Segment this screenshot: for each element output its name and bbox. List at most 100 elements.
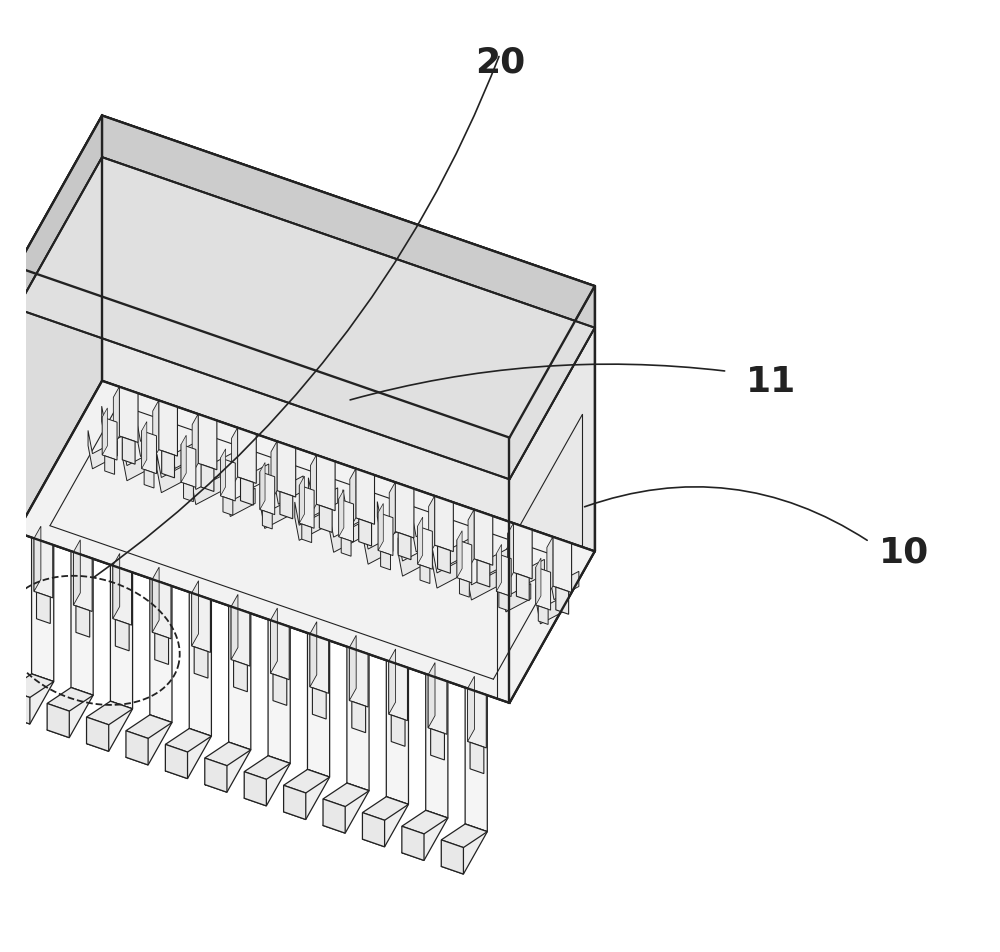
- Polygon shape: [244, 756, 290, 780]
- Polygon shape: [428, 663, 435, 728]
- Polygon shape: [284, 769, 330, 820]
- Polygon shape: [316, 455, 335, 511]
- Polygon shape: [284, 785, 306, 820]
- Polygon shape: [538, 606, 548, 625]
- Polygon shape: [87, 702, 133, 751]
- Polygon shape: [556, 587, 569, 615]
- Polygon shape: [398, 538, 427, 577]
- Polygon shape: [192, 581, 199, 646]
- Polygon shape: [273, 674, 287, 705]
- Polygon shape: [260, 490, 290, 529]
- Polygon shape: [198, 414, 217, 470]
- Polygon shape: [402, 810, 448, 834]
- Polygon shape: [192, 414, 198, 474]
- Polygon shape: [359, 520, 372, 546]
- Polygon shape: [507, 524, 513, 584]
- Polygon shape: [341, 538, 351, 557]
- Polygon shape: [312, 688, 326, 720]
- Polygon shape: [474, 510, 493, 565]
- Polygon shape: [157, 455, 186, 493]
- Polygon shape: [136, 419, 165, 457]
- Polygon shape: [420, 565, 430, 584]
- Polygon shape: [364, 526, 393, 565]
- Polygon shape: [459, 579, 469, 598]
- Polygon shape: [310, 622, 317, 687]
- Polygon shape: [126, 715, 172, 765]
- Polygon shape: [165, 728, 211, 779]
- Polygon shape: [126, 715, 172, 739]
- Polygon shape: [329, 514, 359, 553]
- Polygon shape: [496, 554, 511, 597]
- Polygon shape: [171, 430, 200, 469]
- Polygon shape: [509, 287, 595, 480]
- Polygon shape: [515, 549, 544, 588]
- Polygon shape: [126, 731, 148, 765]
- Polygon shape: [76, 606, 90, 638]
- Polygon shape: [221, 449, 226, 496]
- Polygon shape: [34, 526, 41, 592]
- Polygon shape: [17, 158, 595, 480]
- Polygon shape: [277, 442, 296, 498]
- Polygon shape: [47, 704, 69, 738]
- Polygon shape: [446, 526, 476, 565]
- Polygon shape: [536, 559, 541, 605]
- Polygon shape: [441, 824, 487, 874]
- Polygon shape: [241, 479, 253, 506]
- Polygon shape: [347, 647, 369, 791]
- Polygon shape: [352, 702, 366, 733]
- Polygon shape: [310, 455, 316, 515]
- Polygon shape: [378, 513, 393, 556]
- Polygon shape: [73, 541, 80, 605]
- Polygon shape: [105, 456, 115, 475]
- Polygon shape: [457, 541, 472, 584]
- Polygon shape: [513, 524, 532, 580]
- Polygon shape: [152, 580, 171, 639]
- Polygon shape: [262, 511, 272, 529]
- Text: 11: 11: [746, 365, 797, 398]
- Polygon shape: [205, 443, 234, 481]
- Polygon shape: [47, 687, 93, 711]
- Polygon shape: [431, 729, 444, 760]
- Polygon shape: [356, 469, 375, 525]
- Polygon shape: [238, 428, 256, 484]
- Polygon shape: [389, 662, 407, 721]
- Polygon shape: [181, 436, 186, 483]
- Polygon shape: [441, 824, 487, 847]
- Polygon shape: [122, 438, 135, 465]
- Polygon shape: [362, 797, 408, 847]
- Polygon shape: [349, 636, 356, 701]
- Polygon shape: [295, 503, 324, 541]
- Polygon shape: [153, 401, 159, 461]
- Polygon shape: [391, 715, 405, 746]
- Polygon shape: [418, 518, 423, 565]
- Polygon shape: [271, 608, 277, 673]
- Polygon shape: [192, 593, 210, 653]
- Polygon shape: [159, 401, 177, 457]
- Polygon shape: [509, 287, 595, 704]
- Polygon shape: [223, 497, 233, 516]
- Polygon shape: [389, 483, 395, 543]
- Polygon shape: [429, 496, 435, 556]
- Polygon shape: [113, 387, 119, 447]
- Polygon shape: [477, 560, 490, 587]
- Polygon shape: [240, 454, 269, 493]
- Text: 10: 10: [879, 535, 929, 568]
- Polygon shape: [181, 445, 196, 487]
- Polygon shape: [260, 472, 275, 515]
- Polygon shape: [155, 633, 169, 664]
- Polygon shape: [142, 431, 156, 474]
- Polygon shape: [88, 431, 117, 469]
- Polygon shape: [468, 510, 474, 570]
- Polygon shape: [142, 422, 147, 469]
- Polygon shape: [319, 506, 332, 533]
- Polygon shape: [102, 418, 117, 461]
- Polygon shape: [435, 496, 453, 552]
- Polygon shape: [71, 551, 93, 696]
- Polygon shape: [516, 574, 529, 601]
- Polygon shape: [395, 483, 414, 539]
- Polygon shape: [468, 688, 486, 748]
- Polygon shape: [34, 539, 53, 598]
- Polygon shape: [418, 526, 432, 569]
- Polygon shape: [113, 566, 132, 625]
- Polygon shape: [280, 492, 293, 519]
